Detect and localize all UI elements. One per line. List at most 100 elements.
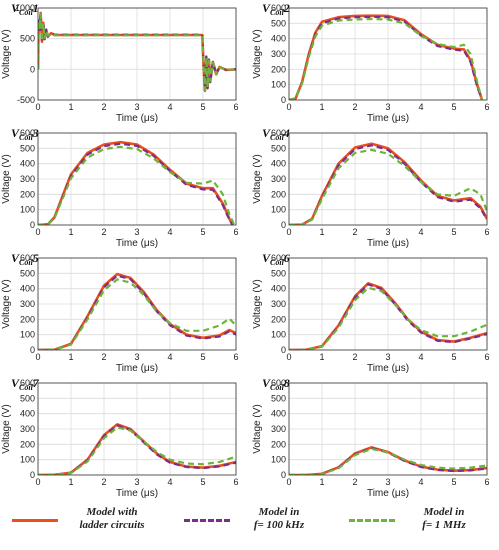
y-axis-label: Voltage (V): [252, 154, 263, 203]
x-axis-label: Time (μs): [116, 488, 158, 498]
y-tick-label-5: 500: [271, 268, 286, 278]
chart-title: VCoil2: [262, 1, 290, 17]
x-tick-label-0: 0: [286, 477, 291, 487]
y-tick-label-0: -500: [17, 95, 35, 105]
y-tick-label-5: 500: [271, 143, 286, 153]
x-tick-label-1: 1: [319, 227, 324, 237]
legend-label-100khz: Model in f= 100 kHz: [253, 506, 305, 531]
y-tick-label-3: 300: [271, 49, 286, 59]
chart-title-index: 8: [284, 376, 290, 390]
x-tick-label-0: 0: [286, 352, 291, 362]
y-tick-label-0: 0: [281, 470, 286, 480]
chart-title-main: V: [262, 1, 271, 15]
x-tick-label-4: 4: [167, 477, 172, 487]
y-tick-label-3: 1000: [15, 3, 35, 13]
y-tick-label-1: 100: [271, 205, 286, 215]
x-axis-label: Time (μs): [367, 238, 409, 249]
y-tick-label-4: 400: [20, 159, 35, 169]
x-tick-label-3: 3: [385, 102, 390, 112]
y-tick-label-4: 400: [271, 409, 286, 419]
y-tick-label-1: 100: [20, 205, 35, 215]
y-axis-label: Voltage (V): [1, 29, 12, 78]
x-tick-label-2: 2: [352, 102, 357, 112]
chart-title-index: 7: [33, 376, 40, 390]
legend-swatch-100khz: [184, 519, 230, 522]
chart-title-index: 4: [283, 126, 290, 140]
x-tick-label-0: 0: [286, 102, 291, 112]
y-tick-label-4: 400: [20, 409, 35, 419]
plot-frame: [288, 132, 488, 226]
y-tick-label-3: 300: [20, 424, 35, 434]
y-tick-label-1: 100: [271, 455, 286, 465]
legend-label-ladder: Model with ladder circuits: [79, 506, 145, 531]
x-tick-label-0: 0: [286, 227, 291, 237]
x-tick-label-2: 2: [352, 477, 357, 487]
plot-frame: [37, 382, 237, 476]
series-line-3: [38, 145, 236, 225]
x-tick-label-1: 1: [319, 352, 324, 362]
x-tick-label-0: 0: [35, 102, 40, 112]
x-axis-label: Time (μs): [367, 488, 409, 498]
chart-title-main: V: [262, 126, 271, 140]
series-line-1: [38, 140, 234, 225]
x-tick-label-4: 4: [167, 352, 172, 362]
chart-title-main: V: [11, 1, 20, 15]
chart-title-subscript: Coil: [270, 383, 285, 392]
x-tick-label-5: 5: [200, 102, 205, 112]
x-tick-label-1: 1: [68, 352, 73, 362]
series-line-3: [38, 426, 236, 475]
x-tick-label-4: 4: [418, 477, 423, 487]
y-tick-label-5: 500: [271, 18, 286, 28]
y-axis-label: Voltage (V): [1, 279, 12, 328]
x-tick-label-0: 0: [35, 477, 40, 487]
y-tick-label-1: 100: [20, 330, 35, 340]
x-tick-label-5: 5: [451, 352, 456, 362]
y-tick-label-2: 200: [271, 64, 286, 74]
y-tick-label-2: 200: [20, 189, 35, 199]
series-line-3: [289, 17, 484, 100]
series-line-3: [289, 148, 487, 225]
chart-title: VCoil8: [262, 376, 290, 392]
y-tick-label-6: 600: [271, 128, 286, 138]
chart-panel-5: 0 1 2 3 4 5 6 0 100 200 300 400 500 600 Time (μs) Volta…: [1, 251, 239, 374]
chart-panel-2: 0 1 2 3 4 5 6 0 100 200 300 400 500 600 Time (μs) Volta…: [252, 1, 490, 124]
y-tick-label-3: 300: [271, 299, 286, 309]
y-tick-label-6: 600: [271, 378, 286, 388]
x-tick-label-3: 3: [385, 227, 390, 237]
series-line-2: [289, 15, 484, 100]
x-tick-label-3: 3: [385, 352, 390, 362]
chart-title-index: 6: [284, 251, 290, 265]
y-tick-label-5: 500: [20, 393, 35, 403]
y-tick-label-4: 400: [271, 34, 286, 44]
y-tick-label-6: 600: [20, 378, 35, 388]
series-line-1: [289, 14, 484, 100]
plot-frame: [288, 7, 488, 101]
y-tick-label-1: 0: [30, 64, 35, 74]
y-axis-label: Voltage (V): [252, 279, 263, 328]
y-tick-label-0: 0: [281, 345, 286, 355]
y-axis-label: Voltage (V): [1, 154, 12, 203]
x-tick-label-6: 6: [484, 102, 489, 112]
x-tick-label-6: 6: [233, 352, 238, 362]
chart-title: VCoil4: [262, 126, 290, 142]
y-tick-label-2: 200: [20, 439, 35, 449]
y-tick-label-6: 600: [20, 128, 35, 138]
y-tick-label-1: 100: [271, 80, 286, 90]
x-tick-label-2: 2: [101, 102, 106, 112]
x-tick-label-4: 4: [418, 102, 423, 112]
x-tick-label-2: 2: [101, 477, 106, 487]
y-tick-label-5: 500: [20, 268, 35, 278]
x-tick-label-3: 3: [385, 477, 390, 487]
chart-title-subscript: Coil: [19, 383, 34, 392]
chart-title-subscript: Coil: [270, 8, 285, 17]
x-tick-label-2: 2: [352, 352, 357, 362]
plot-frame: [37, 257, 237, 351]
y-tick-label-6: 600: [271, 253, 286, 263]
x-axis-label: Time (μs): [367, 113, 409, 124]
y-tick-label-0: 0: [281, 220, 286, 230]
x-tick-label-2: 2: [352, 227, 357, 237]
x-tick-label-3: 3: [134, 477, 139, 487]
x-tick-label-6: 6: [484, 352, 489, 362]
x-tick-label-1: 1: [68, 102, 73, 112]
